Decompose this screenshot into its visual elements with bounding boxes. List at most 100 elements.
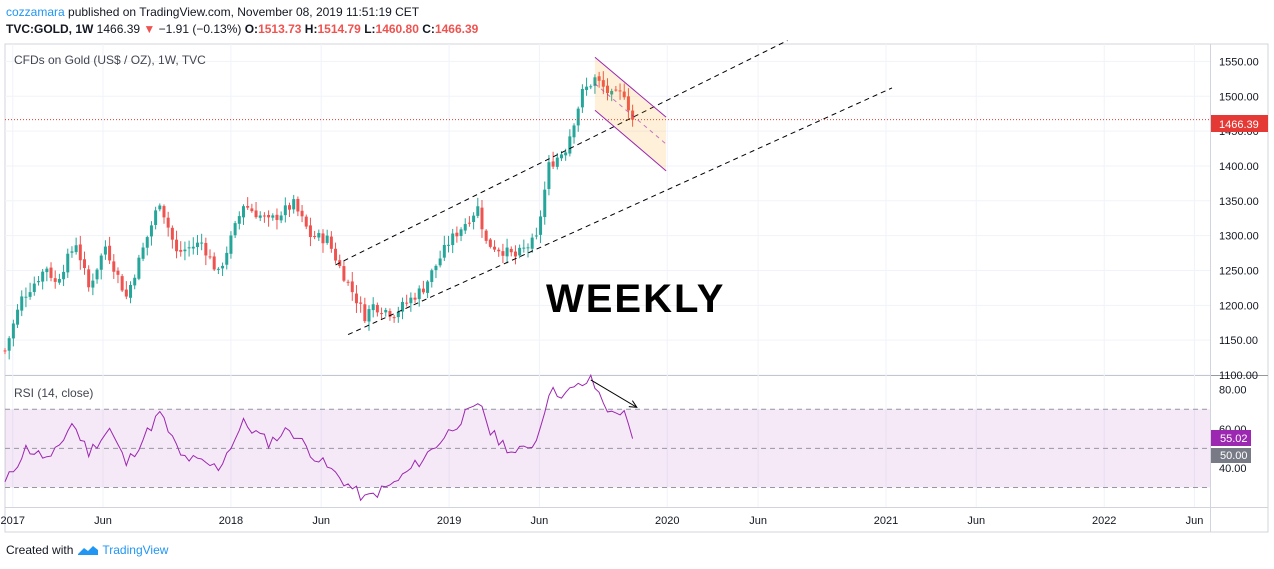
candle-up bbox=[442, 244, 446, 258]
candle-down bbox=[421, 288, 425, 293]
last-price: 1466.39 bbox=[96, 22, 141, 36]
time-tick-label: 2018 bbox=[219, 515, 243, 527]
price-tick-label: 1250.00 bbox=[1219, 265, 1259, 277]
candle-down bbox=[112, 261, 116, 272]
candle-down bbox=[614, 89, 618, 91]
time-tick-label: Jun bbox=[312, 515, 330, 527]
time-tick-label: 2020 bbox=[655, 515, 679, 527]
candle-up bbox=[41, 271, 45, 282]
candle-up bbox=[476, 206, 480, 216]
candle-up bbox=[133, 277, 137, 286]
candle-up bbox=[7, 338, 11, 351]
candle-up bbox=[183, 249, 187, 252]
candle-up bbox=[149, 225, 153, 237]
publish-header: cozzamara published on TradingView.com, … bbox=[6, 5, 419, 19]
candle-down bbox=[375, 304, 379, 313]
time-tick-label: Jun bbox=[749, 515, 767, 527]
candle-up bbox=[589, 86, 593, 88]
candle-up bbox=[191, 246, 195, 249]
candle-down bbox=[53, 278, 57, 282]
candle-up bbox=[580, 88, 584, 108]
candle-up bbox=[129, 284, 133, 298]
candle-up bbox=[576, 108, 580, 126]
price-tick-label: 1550.00 bbox=[1219, 56, 1259, 68]
candle-up bbox=[463, 224, 467, 231]
candle-up bbox=[572, 125, 576, 138]
time-tick-label: Jun bbox=[530, 515, 548, 527]
candle-up bbox=[271, 215, 275, 218]
candle-down bbox=[124, 289, 128, 297]
candle-up bbox=[400, 301, 404, 312]
candle-down bbox=[334, 248, 338, 261]
candle-up bbox=[154, 210, 158, 225]
candle-down bbox=[380, 313, 384, 315]
candle-up bbox=[568, 136, 572, 154]
candle-up bbox=[472, 215, 476, 222]
candle-down bbox=[618, 90, 622, 92]
time-tick-label: 2019 bbox=[437, 515, 461, 527]
time-tick-label: Jun bbox=[94, 515, 112, 527]
candle-up bbox=[216, 268, 220, 270]
candle-down bbox=[329, 236, 333, 249]
candle-up bbox=[99, 255, 103, 270]
candle-up bbox=[585, 86, 589, 90]
candle-up bbox=[137, 257, 141, 279]
candle-down bbox=[120, 276, 124, 291]
candle-down bbox=[82, 259, 86, 269]
close-label: C: bbox=[422, 22, 435, 36]
author-link[interactable]: cozzamara bbox=[6, 5, 65, 19]
candle-down bbox=[175, 239, 179, 252]
chart-frame bbox=[4, 43, 1269, 533]
candle-down bbox=[170, 227, 174, 240]
candle-up bbox=[66, 253, 70, 273]
candle-down bbox=[246, 206, 250, 208]
candle-up bbox=[45, 268, 49, 273]
candle-down bbox=[405, 302, 409, 304]
time-tick-label: 2017 bbox=[1, 515, 25, 527]
candle-up bbox=[292, 199, 296, 210]
rsi-line bbox=[4, 373, 634, 502]
candle-up bbox=[555, 157, 559, 167]
candle-up bbox=[279, 215, 283, 221]
price-tick-label: 1200.00 bbox=[1219, 300, 1259, 312]
time-tick-label: 2022 bbox=[1092, 515, 1116, 527]
last-price-tag-label: 1466.39 bbox=[1219, 119, 1259, 131]
candle-up bbox=[11, 323, 15, 339]
candle-up bbox=[241, 206, 245, 218]
tradingview-brand-link[interactable]: TradingView bbox=[102, 543, 169, 557]
candle-up bbox=[221, 265, 225, 269]
candle-up bbox=[283, 205, 287, 216]
candle-up bbox=[57, 278, 61, 283]
candle-down bbox=[313, 235, 317, 238]
candle-up bbox=[526, 247, 530, 249]
candle-up bbox=[409, 297, 413, 304]
candle-up bbox=[451, 233, 455, 246]
candle-up bbox=[95, 269, 99, 280]
candle-up bbox=[539, 216, 543, 235]
candle-down bbox=[212, 256, 216, 270]
open-label: O: bbox=[244, 22, 259, 36]
candle-up bbox=[518, 247, 522, 256]
candle-down bbox=[392, 317, 396, 319]
drawings[interactable] bbox=[335, 40, 893, 336]
change-down-icon: ▼ bbox=[143, 22, 156, 36]
candle-up bbox=[564, 152, 568, 156]
candle-up bbox=[530, 237, 534, 249]
footer: Created with TradingView bbox=[6, 543, 168, 557]
candle-down bbox=[497, 249, 501, 252]
candle-up bbox=[24, 296, 28, 298]
rsi-tick-label: 40.00 bbox=[1219, 463, 1247, 475]
candle-up bbox=[371, 304, 375, 311]
candle-down bbox=[597, 76, 601, 81]
time-tick-label: 2021 bbox=[874, 515, 898, 527]
candle-up bbox=[20, 296, 24, 311]
candle-down bbox=[513, 251, 517, 257]
candle-down bbox=[49, 267, 53, 278]
candle-down bbox=[363, 304, 367, 322]
candle-down bbox=[484, 230, 488, 241]
candle-down bbox=[413, 297, 417, 300]
candle-down bbox=[275, 214, 279, 220]
candle-down bbox=[388, 311, 392, 317]
candle-down bbox=[304, 216, 308, 227]
